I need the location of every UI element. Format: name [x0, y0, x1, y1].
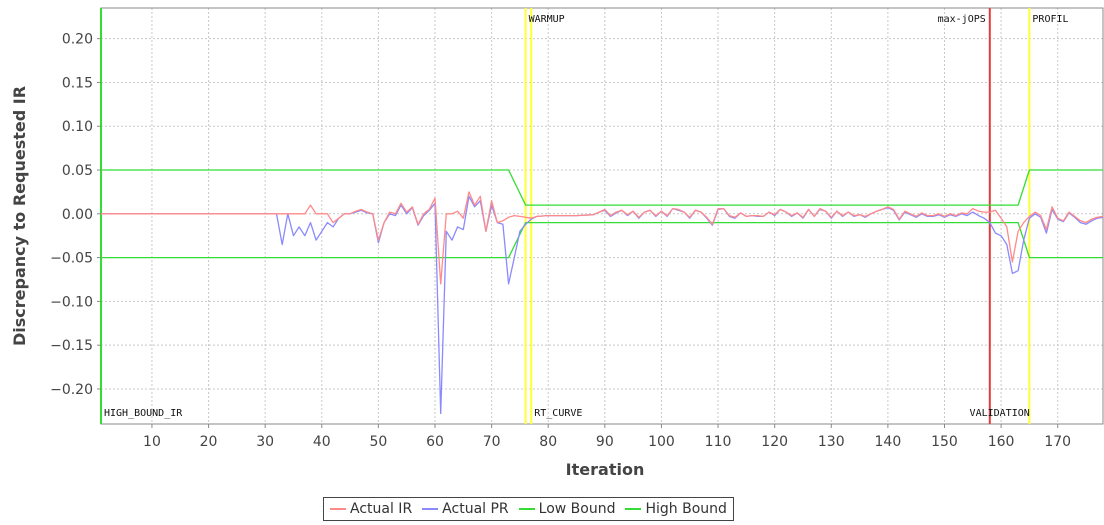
- legend-swatch: [625, 508, 642, 510]
- y-tick-label: 0.05: [62, 163, 93, 179]
- legend-swatch: [330, 508, 346, 510]
- x-tick-label: 100: [648, 434, 675, 450]
- marker-label-bottom: RT_CURVE: [534, 408, 582, 419]
- legend-label: Actual PR: [442, 501, 509, 517]
- marker-label-bottom: HIGH_BOUND_IR: [104, 408, 183, 419]
- x-tick-label: 170: [1044, 434, 1071, 450]
- series-line-actual-pr: [101, 195, 1104, 415]
- x-tick-label: 50: [369, 434, 387, 450]
- series-line-low-bound: [101, 221, 1103, 259]
- y-tick-label: −0.05: [50, 251, 93, 267]
- marker-label-top: PROFIL: [1032, 14, 1068, 25]
- x-axis-ticks: 10 20 30 40 50 60 70 80 90 100 110 120 130 140 150 160 1…: [143, 424, 1071, 450]
- marker-label-bottom: VALIDATION: [970, 408, 1030, 419]
- y-tick-label: −0.20: [50, 382, 93, 398]
- marker-labels: HIGH_BOUND_IR WARMUP RT_CURVE max-jOPS VALID…: [104, 14, 1069, 419]
- y-tick-label: −0.15: [50, 338, 93, 354]
- x-tick-label: 80: [539, 434, 557, 450]
- legend-item: Actual PR: [422, 501, 509, 517]
- y-tick-label: 0.20: [62, 32, 93, 48]
- legend-item: High Bound: [625, 501, 727, 517]
- legend-label: High Bound: [645, 501, 727, 517]
- legend-label: Actual IR: [350, 501, 413, 517]
- x-tick-label: 10: [143, 434, 161, 450]
- series-line-actual-ir: [101, 191, 1104, 285]
- y-axis-ticks: 0.20 0.15 0.10 0.05 0.00 −0.05 −0.10 −0.15 −0.20: [50, 32, 101, 398]
- y-tick-label: 0.10: [62, 119, 93, 135]
- x-tick-label: 70: [483, 434, 501, 450]
- x-tick-label: 130: [818, 434, 845, 450]
- x-tick-label: 20: [200, 434, 218, 450]
- x-tick-label: 110: [705, 434, 732, 450]
- legend-item: Actual IR: [330, 501, 412, 517]
- y-tick-label: −0.10: [50, 294, 93, 310]
- y-tick-label: 0.15: [62, 75, 93, 91]
- marker-label-top: WARMUP: [529, 14, 565, 25]
- chart-legend: Actual IR Actual PR Low Bound High Bound: [323, 497, 734, 521]
- x-tick-label: 150: [931, 434, 958, 450]
- x-tick-label: 120: [761, 434, 788, 450]
- x-tick-label: 40: [313, 434, 331, 450]
- y-axis-title: Discrepancy to Requested IR: [10, 86, 29, 346]
- legend-label: Low Bound: [538, 501, 616, 517]
- series-lines: [101, 169, 1104, 415]
- series-line-high-bound: [101, 169, 1103, 206]
- legend-item: Low Bound: [518, 501, 616, 517]
- y-tick-label: 0.00: [62, 207, 93, 223]
- x-tick-label: 30: [256, 434, 274, 450]
- legend-swatch: [422, 508, 439, 510]
- legend-swatch: [518, 508, 535, 510]
- x-axis-title: Iteration: [566, 460, 645, 479]
- x-tick-label: 160: [988, 434, 1015, 450]
- x-tick-label: 60: [426, 434, 444, 450]
- marker-label-top: max-jOPS: [938, 14, 986, 25]
- x-tick-label: 90: [596, 434, 614, 450]
- x-tick-label: 140: [875, 434, 902, 450]
